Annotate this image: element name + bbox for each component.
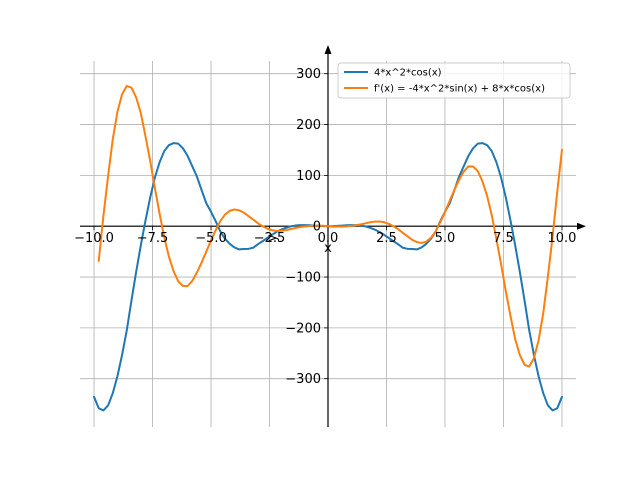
legend-label-series-2: f'(x) = -4*x^2*sin(x) + 8*x*cos(x) xyxy=(374,84,545,95)
y-axis-arrow xyxy=(324,45,332,54)
x-tick-label: 5.0 xyxy=(435,231,456,246)
legend-frame xyxy=(337,62,571,99)
series-line-2 xyxy=(97,84,563,368)
x-tick-label: 0.0 xyxy=(318,231,339,246)
y-tick-label: −200 xyxy=(285,321,321,336)
x-axis-arrow xyxy=(577,222,586,230)
y-tick-label: 300 xyxy=(296,67,321,82)
x-tick-label: −5.0 xyxy=(195,231,227,246)
x-axis-label: x xyxy=(324,241,332,256)
legend-label-series-1: 4*x^2*cos(x) xyxy=(374,68,442,79)
plot-area xyxy=(93,84,563,412)
x-tick-label: 10.0 xyxy=(547,231,576,246)
y-tick-label: −100 xyxy=(285,271,321,286)
y-axis-label: y xyxy=(265,234,280,242)
legend: 4*x^2*cos(x) f'(x) = -4*x^2*sin(x) + 8*x… xyxy=(337,62,571,99)
y-tick-label: −300 xyxy=(285,372,321,387)
x-tick-label: 2.5 xyxy=(376,231,397,246)
y-tick-label: 0 xyxy=(313,220,321,235)
x-tick-label: −10.0 xyxy=(74,231,114,246)
y-tick-label: 200 xyxy=(296,118,321,133)
x-tick-label: −7.5 xyxy=(137,231,169,246)
tick-labels: −10.0 −7.5 −5.0 −2.5 0.0 2.5 5.0 7.5 10.0 −300 −20… xyxy=(74,67,576,387)
y-tick-label: 100 xyxy=(296,169,321,184)
x-tick-label: −2.5 xyxy=(254,231,286,246)
x-tick-label: 7.5 xyxy=(493,231,514,246)
